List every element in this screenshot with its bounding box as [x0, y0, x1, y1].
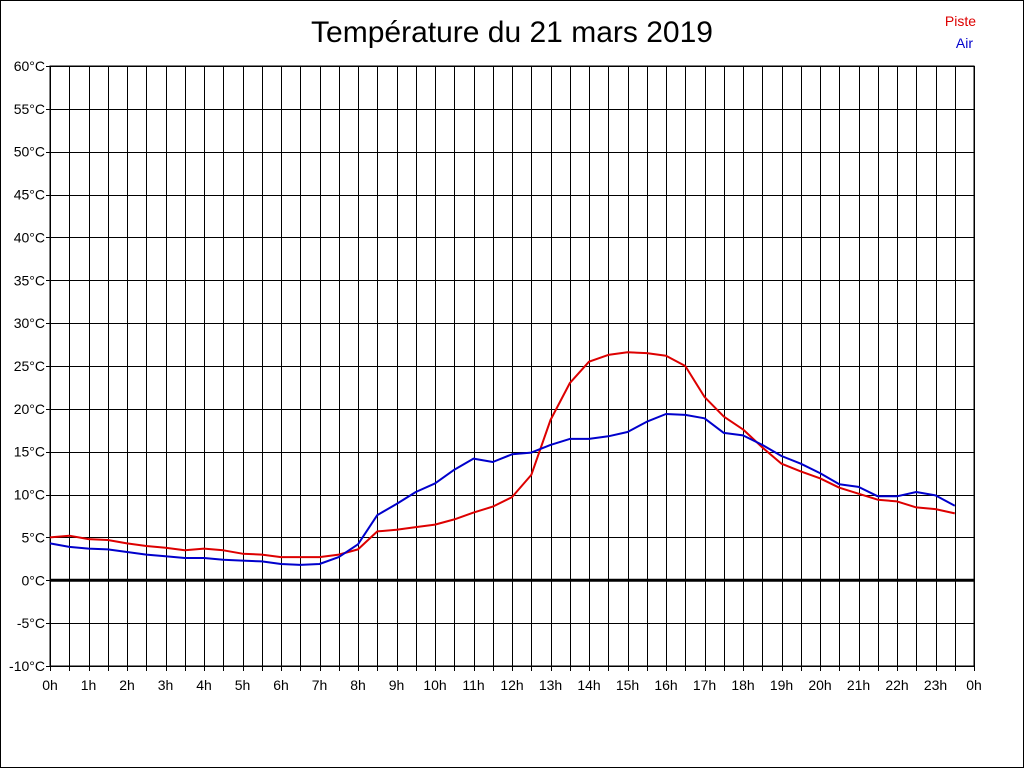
- y-tick-label: 10°C: [14, 487, 45, 503]
- x-tick-label: 17h: [693, 677, 716, 693]
- y-tick-label: -5°C: [17, 615, 45, 631]
- y-tick-label: 60°C: [14, 58, 45, 74]
- x-tick-label: 7h: [312, 677, 328, 693]
- x-tick-label: 10h: [423, 677, 446, 693]
- series-line-air: [49, 413, 956, 566]
- y-tick-label: 55°C: [14, 101, 45, 117]
- x-tick-label: 21h: [847, 677, 870, 693]
- x-tick-label: 12h: [500, 677, 523, 693]
- series-line-piste: [49, 351, 956, 559]
- y-tick-label: 25°C: [14, 358, 45, 374]
- x-tick-label: 8h: [350, 677, 366, 693]
- y-tick-label: 20°C: [14, 401, 45, 417]
- chart-title: Température du 21 mars 2019: [311, 16, 713, 49]
- y-tick-label: 50°C: [14, 144, 45, 160]
- x-tick-label: 9h: [389, 677, 405, 693]
- x-tick-label: 13h: [539, 677, 562, 693]
- x-tick-label: 19h: [770, 677, 793, 693]
- x-tick-label: 14h: [577, 677, 600, 693]
- x-tick-label: 18h: [731, 677, 754, 693]
- x-tick-label: 4h: [196, 677, 212, 693]
- legend-piste: Piste: [944, 13, 976, 29]
- x-tick-label: 0h: [42, 677, 58, 693]
- x-tick-label: 15h: [616, 677, 639, 693]
- x-tick-label: 3h: [158, 677, 174, 693]
- x-tick-label: 2h: [119, 677, 135, 693]
- x-tick-label: 23h: [924, 677, 947, 693]
- y-tick-label: 45°C: [14, 187, 45, 203]
- y-tick-label: -10°C: [9, 658, 45, 674]
- y-tick-label: 40°C: [14, 229, 45, 245]
- x-tick-label: 20h: [808, 677, 831, 693]
- x-tick-label: 11h: [462, 677, 484, 693]
- y-tick-label: 15°C: [14, 444, 45, 460]
- x-tick-label: 6h: [273, 677, 289, 693]
- x-tick-label: 16h: [654, 677, 677, 693]
- x-tick-label: 0h: [966, 677, 982, 693]
- y-tick-label: 35°C: [14, 272, 45, 288]
- x-tick-label: 5h: [235, 677, 251, 693]
- y-tick-label: 0°C: [22, 572, 46, 588]
- x-tick-label: 22h: [885, 677, 908, 693]
- y-tick-label: 5°C: [22, 529, 46, 545]
- x-tick-label: 1h: [81, 677, 97, 693]
- legend-air: Air: [955, 35, 973, 51]
- y-tick-label: 30°C: [14, 315, 45, 331]
